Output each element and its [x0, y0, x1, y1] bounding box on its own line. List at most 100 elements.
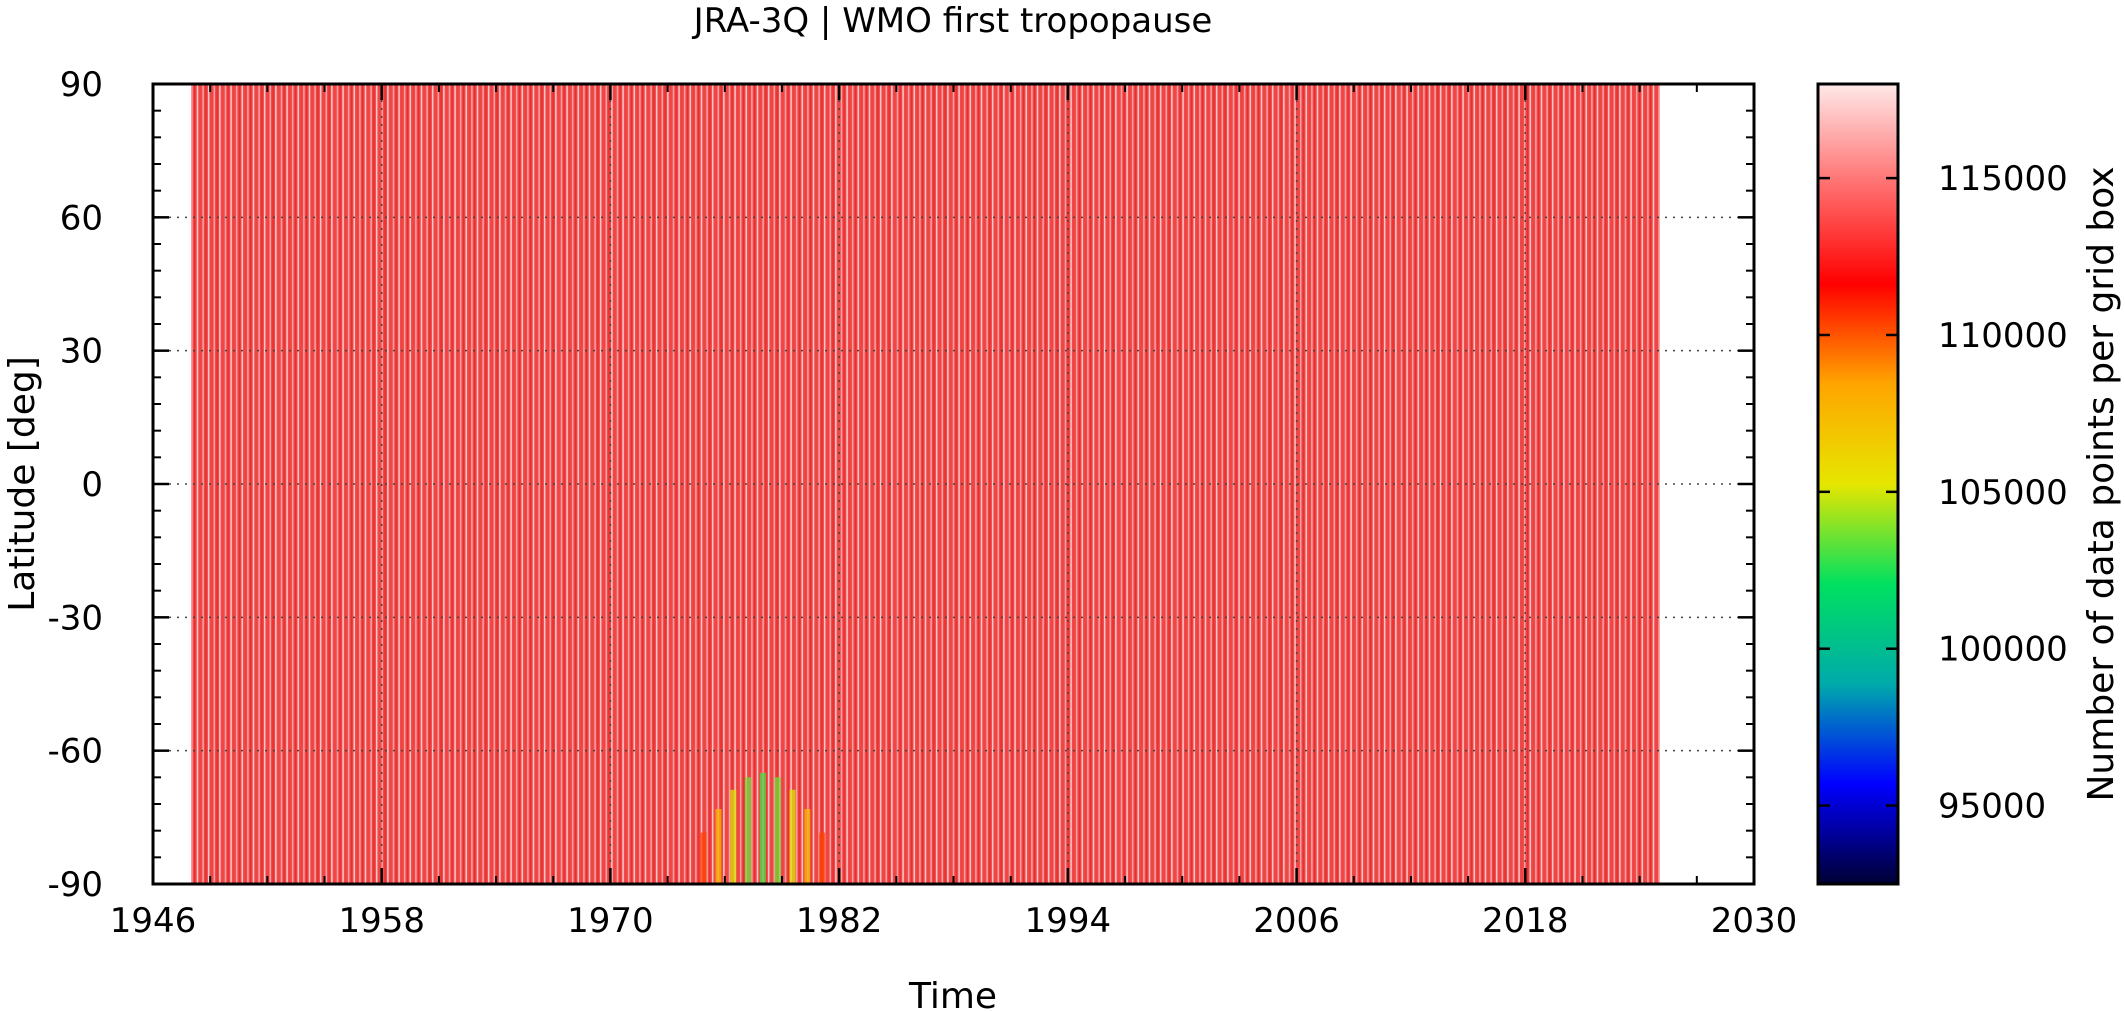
heatmap-stripe — [843, 84, 846, 884]
heatmap-stripe — [527, 84, 529, 884]
colorbar-tick-label: 95000 — [1938, 787, 2046, 827]
y-tick-labels: -90 -60 -30 0 30 60 90 — [47, 65, 103, 905]
heatmap-stripe — [1367, 84, 1369, 884]
heatmap-stripe — [1381, 84, 1383, 884]
heatmap-stripe — [1574, 84, 1576, 884]
heatmap-stripe — [1003, 84, 1005, 884]
heatmap-stripe — [1355, 84, 1358, 884]
heatmap-stripe — [333, 84, 336, 884]
heatmap-stripe — [1277, 84, 1280, 884]
heatmap-stripe — [798, 84, 801, 884]
heatmap-stripe — [1411, 84, 1414, 884]
heatmap-stripe — [1283, 84, 1285, 884]
heatmap-stripe — [303, 84, 305, 884]
heatmap-stripe — [266, 84, 269, 884]
heatmap-stripe — [244, 84, 246, 884]
heatmap-stripe — [882, 84, 885, 884]
colorbar-label: Number of data points per grid box — [2081, 166, 2122, 801]
x-tick-label: 1994 — [1025, 901, 1112, 941]
heatmap-stripe — [1011, 84, 1014, 884]
heatmap-stripe — [986, 84, 988, 884]
heatmap-stripe — [770, 84, 773, 884]
heatmap-stripe — [221, 84, 224, 884]
heatmap-stripe — [619, 84, 622, 884]
heatmap-stripe — [1638, 84, 1641, 884]
heatmap-stripe — [1330, 84, 1333, 884]
heatmap-stripe — [1607, 84, 1610, 884]
heatmap-stripe — [597, 84, 599, 884]
heatmap-stripe — [1319, 84, 1322, 884]
heatmap-stripe — [815, 84, 818, 884]
y-tick-label: 0 — [81, 465, 103, 505]
heatmap-stripe — [1526, 84, 1529, 884]
heatmap-stripe — [599, 84, 602, 884]
heatmap-stripe — [742, 84, 745, 884]
heatmap-stripe — [1428, 84, 1431, 884]
heatmap-stripe — [602, 84, 605, 884]
heatmap-stripe — [479, 84, 482, 884]
heatmap-stripe — [1389, 84, 1392, 884]
heatmap-stripe — [717, 84, 720, 884]
heatmap-stripe — [823, 84, 826, 884]
heatmap-stripe — [1397, 84, 1400, 884]
heatmap-stripe — [1229, 84, 1232, 884]
heatmap-stripe — [1050, 84, 1053, 884]
heatmap-stripe — [1378, 84, 1380, 884]
heatmap-stripe — [541, 84, 543, 884]
heatmap-stripe — [941, 84, 944, 884]
heatmap-stripe — [1061, 84, 1064, 884]
heatmap-stripe — [1327, 84, 1330, 884]
heatmap-stripe — [661, 84, 664, 884]
heatmap-stripe — [980, 84, 983, 884]
heatmap-stripe — [949, 84, 952, 884]
heatmap-stripe — [1179, 84, 1182, 884]
heatmap-stripe — [706, 84, 708, 884]
heatmap-stripe — [678, 84, 680, 884]
heatmap-stripe — [613, 84, 616, 884]
heatmap-stripe — [535, 84, 538, 884]
heatmap-stripe — [347, 84, 350, 884]
heatmap-stripe — [238, 84, 241, 884]
heatmap-stripe — [891, 84, 893, 884]
heatmap-stripe — [1173, 84, 1176, 884]
heatmap-stripe — [510, 84, 512, 884]
heatmap-stripe — [765, 84, 767, 884]
heatmap-stripe — [1540, 84, 1543, 884]
heatmap-stripe — [1599, 84, 1602, 884]
heatmap-stripe — [543, 84, 546, 884]
heatmap-stripe — [989, 84, 991, 884]
heatmap-stripe — [1311, 84, 1313, 884]
heatmap-stripe — [1022, 84, 1025, 884]
heatmap-stripe — [804, 84, 806, 884]
heatmap-stripe — [462, 84, 465, 884]
heatmap-stripe — [1551, 84, 1554, 884]
heatmap-stripe — [1246, 84, 1249, 884]
x-tick-label: 1958 — [338, 901, 425, 941]
colorbar-tick-label: 105000 — [1938, 473, 2068, 513]
y-tick-marks — [153, 82, 1754, 886]
heatmap-stripe — [1445, 84, 1448, 884]
heatmap-stripe — [1103, 84, 1106, 884]
heatmap-stripe — [1221, 84, 1224, 884]
heatmap-stripe — [930, 84, 932, 884]
heatmap-stripe — [1215, 84, 1218, 884]
colorbar-tick-label: 115000 — [1938, 159, 2068, 199]
x-axis-label: Time — [908, 976, 997, 1012]
heatmap-stripe — [821, 84, 823, 884]
heatmap-stripe — [207, 84, 210, 884]
heatmap-stripe — [532, 84, 535, 884]
heatmap-stripes — [191, 84, 1660, 884]
colorbar-tick-label: 110000 — [1938, 316, 2068, 356]
heatmap-stripe — [818, 84, 820, 884]
heatmap-stripe — [1588, 84, 1590, 884]
heatmap-stripe — [283, 84, 286, 884]
heatmap-stripe — [261, 84, 263, 884]
heatmap-stripe — [1543, 84, 1546, 884]
heatmap-stripe — [748, 84, 750, 884]
heatmap-stripe — [1619, 84, 1621, 884]
y-tick-label: 90 — [60, 65, 103, 105]
heatmap-stripe — [1115, 84, 1117, 884]
x-tick-labels: 1946 1958 1970 1982 1994 2006 2018 2030 — [110, 901, 1798, 941]
heatmap-stripe — [605, 84, 608, 884]
heatmap-stripe — [725, 84, 728, 884]
